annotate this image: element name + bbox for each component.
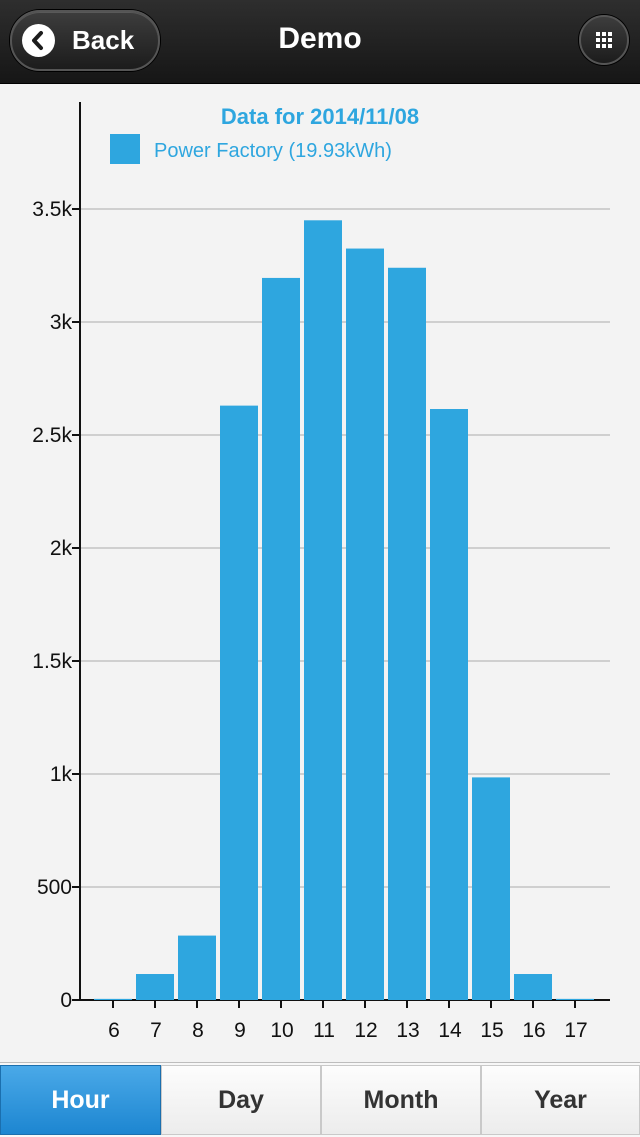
bar-6 <box>94 998 132 1000</box>
y-tick-label: 3.5k <box>32 198 72 221</box>
y-tick-label: 500 <box>37 876 72 899</box>
chart-title: Data for 2014/11/08 <box>220 104 420 129</box>
tab-month[interactable]: Month <box>321 1065 481 1135</box>
period-tab-bar: Hour Day Month Year <box>0 1062 640 1137</box>
menu-button[interactable] <box>579 15 629 65</box>
y-tick-label: 0 <box>60 989 72 1012</box>
x-tick-label: 6 <box>108 1019 120 1042</box>
x-tick-label: 11 <box>313 1019 335 1042</box>
bar-9 <box>220 405 258 1000</box>
chevron-left-icon <box>22 24 55 57</box>
legend-swatch <box>110 134 140 164</box>
legend-label: Power Factory (19.93kWh) <box>154 140 392 162</box>
x-tick-label: 17 <box>564 1019 587 1042</box>
back-button[interactable]: Back <box>10 10 160 71</box>
page-title: Demo <box>278 22 362 55</box>
x-tick-label: 14 <box>438 1019 462 1042</box>
power-chart: 0 500 1k 1.5k 2k 2.5k 3k 3.5k 6 7 8 9 10 11 12 13 14 15 16… <box>0 84 640 1062</box>
bar-7 <box>136 974 174 1000</box>
bar-17 <box>556 998 594 1000</box>
navigation-bar: Back Demo <box>0 0 640 84</box>
bar-12 <box>346 248 384 1001</box>
x-tick-label: 16 <box>522 1019 545 1042</box>
y-tick-label: 2.5k <box>32 424 72 447</box>
bar-16 <box>514 974 552 1000</box>
x-tick-label: 12 <box>354 1019 377 1042</box>
bar-15 <box>472 777 510 1000</box>
bar-13 <box>388 267 426 1000</box>
tab-hour[interactable]: Hour <box>0 1065 161 1135</box>
y-tick-label: 2k <box>50 537 73 560</box>
y-tick-label: 1k <box>50 763 73 786</box>
chart-canvas: 0 500 1k 1.5k 2k 2.5k 3k 3.5k 6 7 8 9 10 11 12 13 14 15 16… <box>32 102 610 1042</box>
x-tick-label: 10 <box>270 1019 293 1042</box>
bar-10 <box>262 277 300 1000</box>
bar-11 <box>304 220 342 1001</box>
x-tick-label: 9 <box>234 1019 246 1042</box>
tab-year[interactable]: Year <box>481 1065 640 1135</box>
grid-icon <box>596 32 612 48</box>
bar-8 <box>178 935 216 1000</box>
y-tick-label: 3k <box>50 311 73 334</box>
x-tick-label: 13 <box>396 1019 419 1042</box>
x-tick-label: 7 <box>150 1019 162 1042</box>
tab-day[interactable]: Day <box>161 1065 321 1135</box>
x-tick-label: 8 <box>192 1019 204 1042</box>
back-label: Back <box>72 25 135 55</box>
x-tick-label: 15 <box>480 1019 503 1042</box>
bar-14 <box>430 409 468 1000</box>
y-tick-label: 1.5k <box>32 650 72 673</box>
